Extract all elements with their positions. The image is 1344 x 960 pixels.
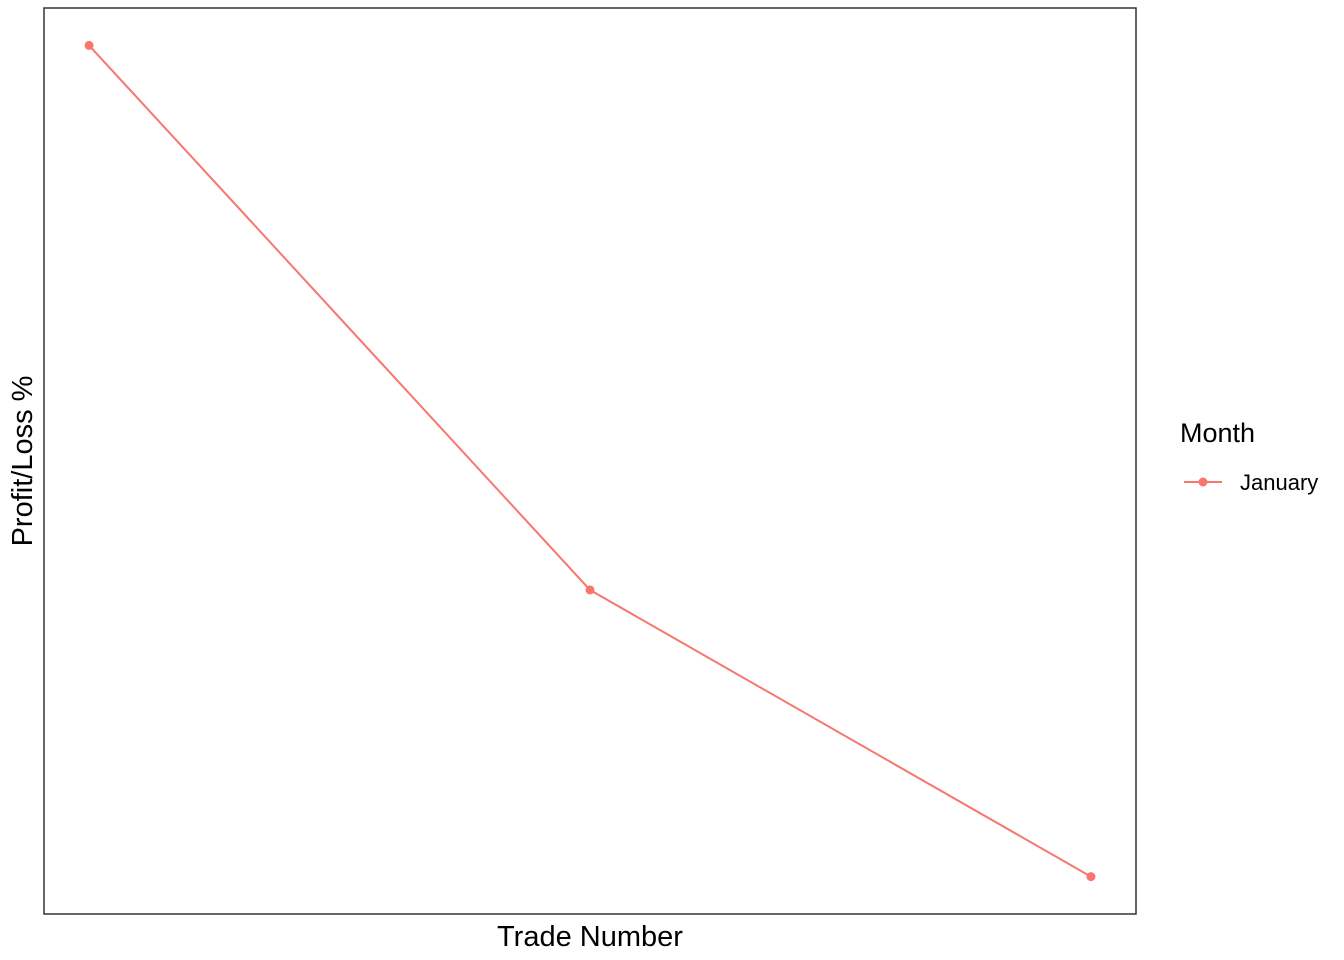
legend-label: January [1240, 470, 1318, 495]
data-point [84, 40, 94, 50]
x-axis-title: Trade Number [497, 921, 683, 953]
legend: Month January [1180, 418, 1318, 495]
series-layer [84, 40, 1096, 882]
series-0 [84, 40, 1096, 882]
legend-title: Month [1180, 418, 1255, 448]
plot-panel [43, 7, 1137, 915]
legend-item: January [1184, 470, 1318, 495]
legend-items: January [1184, 470, 1318, 495]
data-point [1086, 872, 1096, 882]
data-point [585, 585, 595, 595]
y-axis-title: Profit/Loss % [7, 376, 39, 547]
legend-key-marker [1198, 477, 1208, 487]
